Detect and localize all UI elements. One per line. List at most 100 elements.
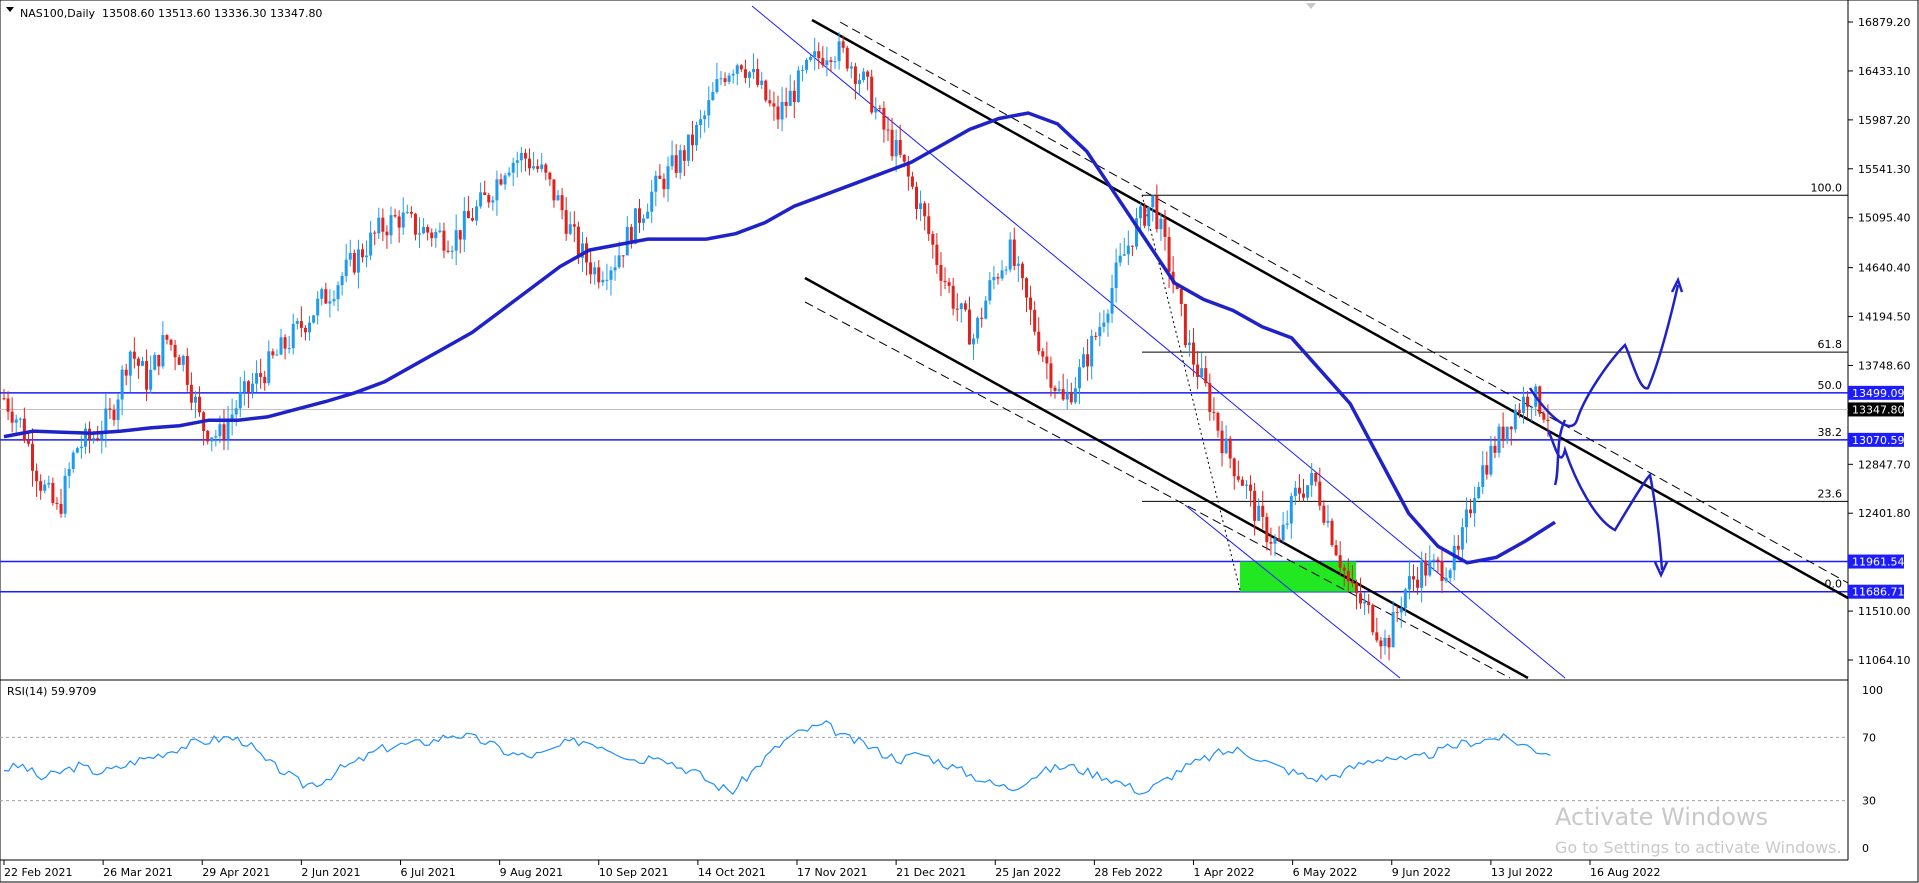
candle-body: [723, 78, 727, 82]
candle-body: [988, 280, 992, 301]
candle-body: [760, 80, 764, 85]
chart-shift-marker-icon[interactable]: [1306, 3, 1316, 9]
rsi-line: [3, 720, 1551, 796]
candle-body: [943, 280, 947, 283]
candle-body: [1134, 218, 1138, 247]
candle-body: [263, 376, 267, 384]
candle-body: [678, 150, 682, 173]
candle-body: [576, 226, 580, 258]
time-tick-label: 6 May 2022: [1293, 866, 1358, 879]
candle-body: [715, 79, 719, 92]
candle-body: [980, 317, 984, 319]
price-tag-label: 11961.54: [1852, 556, 1905, 569]
candle-body: [1505, 426, 1509, 441]
candle-body: [1403, 589, 1407, 609]
candle-body: [593, 267, 597, 275]
candle-body: [617, 255, 621, 268]
demand-zone[interactable]: [1240, 561, 1356, 592]
candle-body: [919, 203, 923, 209]
candle-body: [226, 420, 230, 440]
candle-body: [462, 210, 466, 240]
candle-body: [1326, 520, 1330, 523]
price-tick-label: 14194.50: [1858, 311, 1911, 324]
candle-body: [259, 373, 263, 377]
candle-body: [344, 259, 348, 276]
rsi-level-label: 100: [1862, 684, 1883, 697]
candle-body: [1542, 413, 1546, 420]
rsi-label: RSI(14) 59.9709: [7, 685, 96, 698]
candle-body: [837, 41, 841, 62]
candle-body: [1314, 472, 1318, 482]
candle-body: [373, 232, 377, 234]
candle-body: [845, 47, 849, 69]
candle-body: [1281, 524, 1285, 541]
price-tag-label: 11686.71: [1852, 586, 1905, 599]
candle-body: [747, 72, 751, 78]
candle-body: [1037, 331, 1041, 352]
candle-body: [1183, 303, 1187, 346]
price-tag-box: [1848, 432, 1904, 447]
candle-body: [1224, 438, 1228, 454]
symbol-label: NAS100,Daily: [20, 7, 96, 20]
candle-body: [67, 468, 71, 476]
candle-body: [1407, 576, 1411, 590]
candle-body: [1200, 368, 1204, 377]
candle-body: [405, 211, 409, 213]
rsi-level-label: 0: [1862, 842, 1869, 855]
candle-body: [967, 309, 971, 345]
symbol-dropdown-icon[interactable]: [6, 7, 14, 12]
price-tick-label: 15541.30: [1858, 163, 1911, 176]
candle-body: [1257, 505, 1261, 521]
candle-body: [646, 211, 650, 219]
candle-body: [1061, 389, 1065, 400]
candle-body: [1293, 487, 1297, 497]
candle-body: [1073, 388, 1077, 403]
candle-body: [112, 409, 116, 420]
candle-body: [1004, 269, 1008, 271]
candle-body: [1444, 577, 1448, 581]
candle-body: [250, 383, 254, 392]
candle-body: [2, 398, 6, 400]
candle-body: [483, 192, 487, 196]
candle-body: [1428, 560, 1432, 576]
candle-body: [1318, 481, 1322, 506]
candle-body: [153, 354, 157, 370]
price-tick-label: 16433.10: [1858, 65, 1911, 78]
candle-body: [1212, 411, 1216, 413]
candle-body: [841, 41, 845, 48]
candle-body: [1106, 313, 1110, 323]
candle-body: [348, 253, 352, 260]
candle-body: [1530, 406, 1534, 408]
candle-body: [1196, 364, 1200, 377]
price-tick-label: 15095.40: [1858, 212, 1911, 225]
candle-body: [1526, 396, 1530, 407]
candle-body: [397, 216, 401, 228]
candle-body: [768, 100, 772, 104]
candle-body: [1338, 555, 1342, 568]
candle-body: [1440, 561, 1444, 581]
candle-body: [866, 71, 870, 77]
time-tick-label: 2 Jun 2021: [301, 866, 360, 879]
candle-body: [92, 438, 96, 440]
candle-body: [214, 436, 218, 438]
candle-body: [1517, 410, 1521, 413]
candle-body: [613, 267, 617, 271]
candle-body: [39, 481, 43, 491]
candle-body: [1082, 354, 1086, 368]
candle-body: [1179, 289, 1183, 304]
time-tick-label: 17 Nov 2021: [797, 866, 867, 879]
candle-body: [1024, 278, 1028, 298]
candle-body: [976, 317, 980, 339]
time-tick-label: 29 Apr 2021: [202, 866, 270, 879]
candle-body: [1236, 476, 1240, 480]
rsi-pane: 100 70 30 0: [0, 684, 1883, 855]
candle-body: [605, 279, 609, 281]
candle-body: [621, 255, 625, 257]
candle-body: [597, 267, 601, 283]
candle-body: [1069, 392, 1073, 403]
candle-body: [1379, 640, 1383, 647]
projection-drawings[interactable]: [1528, 276, 1684, 578]
candle-body: [1424, 560, 1428, 576]
